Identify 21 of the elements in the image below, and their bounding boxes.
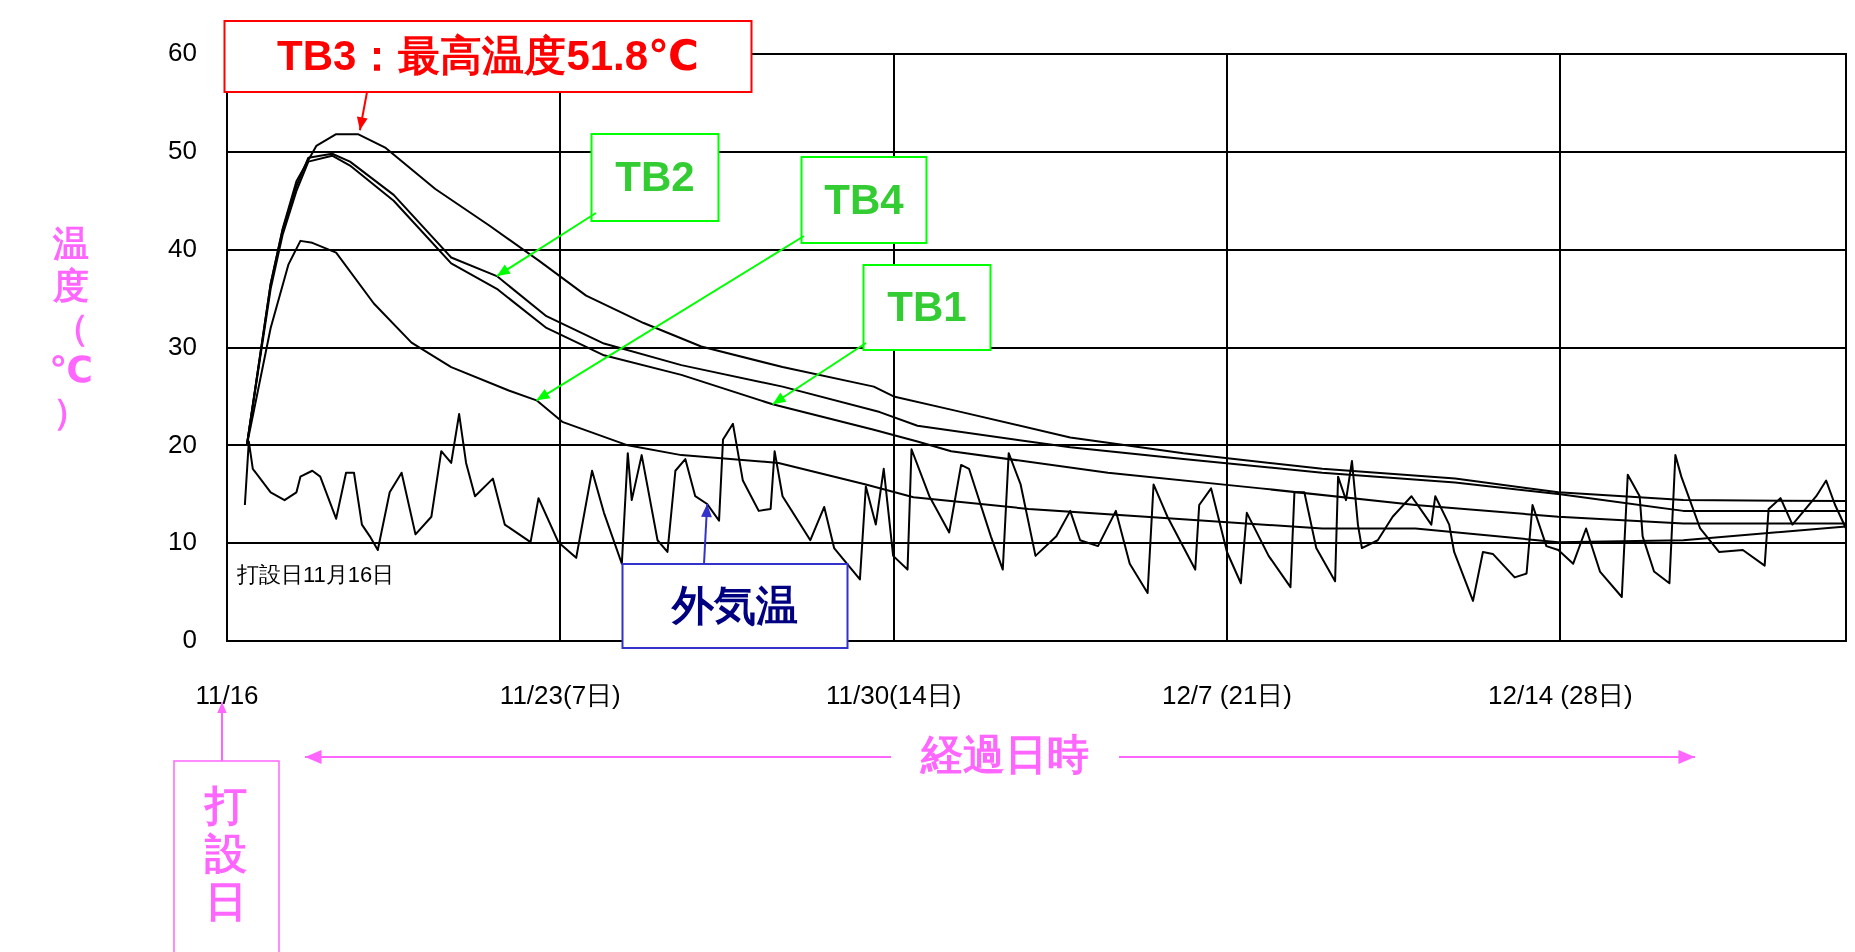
- x-tick-label: 12/7 (21日): [1161, 679, 1293, 710]
- y-tick-label: 60: [168, 37, 197, 68]
- x-axis-title: 経過日時: [919, 730, 1089, 778]
- x-tick-label: 11/30(14日): [825, 679, 962, 710]
- y-tick-label: 0: [182, 624, 197, 655]
- y-tick-label: 50: [168, 135, 197, 166]
- y-tick-label: 40: [168, 232, 197, 263]
- annotation: TB2: [615, 153, 695, 201]
- x-tick-label: 11/23(7日): [499, 679, 621, 710]
- annotation: TB3：最高温度51.8℃: [277, 32, 699, 80]
- x-tick-label: 11/16: [195, 679, 259, 710]
- x-tick-label: 12/14 (28日): [1488, 679, 1633, 710]
- annotation: TB4: [824, 175, 905, 223]
- annotation: 外気温: [671, 581, 798, 629]
- y-axis-title: 温度（℃）: [48, 223, 94, 433]
- y-tick-label: 20: [168, 428, 197, 459]
- y-tick-label: 30: [168, 330, 197, 361]
- annotation: 打設日11月16日: [236, 562, 395, 588]
- text: 打設日: [203, 781, 247, 925]
- y-tick-label: 10: [168, 526, 197, 557]
- annotation: TB1: [887, 283, 967, 331]
